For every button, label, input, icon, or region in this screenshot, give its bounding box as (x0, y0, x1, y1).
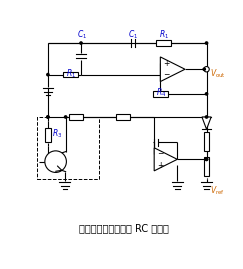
Bar (156, 40, 171, 46)
Text: $C_1$: $C_1$ (77, 28, 87, 41)
Circle shape (205, 93, 208, 95)
Polygon shape (202, 117, 211, 129)
Circle shape (45, 151, 66, 172)
Polygon shape (160, 57, 185, 82)
Bar (69, 114, 83, 120)
Text: $C_1$: $C_1$ (128, 28, 139, 41)
Text: $R_4$: $R_4$ (156, 87, 166, 99)
Bar (37, 117, 99, 179)
Text: $R_3$: $R_3$ (52, 127, 62, 140)
Bar (204, 132, 209, 151)
Circle shape (205, 158, 208, 161)
Circle shape (205, 42, 208, 44)
Text: $V_{\mathrm{ref}}$: $V_{\mathrm{ref}}$ (210, 185, 224, 197)
Text: +: + (157, 161, 164, 170)
Circle shape (80, 42, 82, 44)
Circle shape (205, 158, 208, 161)
Text: 図８　振幅制御付き RC 発振器: 図８ 振幅制御付き RC 発振器 (79, 224, 169, 234)
Circle shape (47, 73, 49, 76)
Text: −: − (164, 70, 170, 79)
Text: $R_1$: $R_1$ (159, 28, 169, 41)
Text: $V_{\mathrm{out}}$: $V_{\mathrm{out}}$ (210, 68, 226, 80)
Circle shape (203, 68, 205, 70)
Circle shape (204, 66, 209, 72)
Bar (116, 114, 130, 120)
Bar (204, 157, 209, 175)
Circle shape (47, 116, 49, 118)
Circle shape (47, 116, 49, 118)
Text: $R_1$: $R_1$ (66, 68, 76, 80)
Circle shape (64, 116, 67, 118)
Text: +: + (164, 59, 170, 68)
Text: −: − (157, 149, 164, 158)
Bar (45, 128, 51, 141)
Polygon shape (154, 148, 177, 171)
Bar (153, 91, 168, 97)
Bar (63, 72, 78, 77)
Circle shape (205, 116, 208, 118)
